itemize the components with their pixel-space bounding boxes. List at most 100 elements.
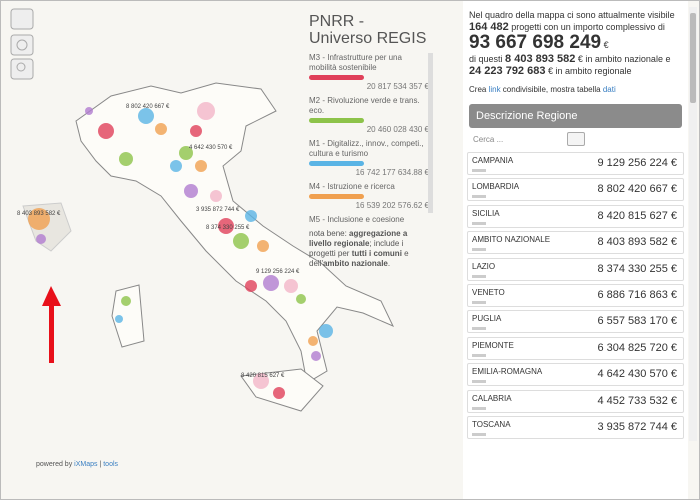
note-bold: ambito nazionale — [322, 259, 388, 268]
bubble[interactable] — [296, 294, 306, 304]
brand-link[interactable]: iXMaps — [74, 461, 98, 468]
scrollbar[interactable] — [689, 7, 697, 441]
legend-bar — [309, 194, 364, 199]
region-amount: 4 452 733 532 € — [597, 394, 677, 407]
gear-icon — [16, 39, 28, 51]
bubble[interactable] — [85, 107, 93, 115]
italy-mainland — [75, 82, 395, 384]
bubble-label: 9 129 256 224 € — [256, 269, 300, 275]
bubble[interactable] — [197, 102, 215, 120]
bubble[interactable] — [184, 184, 198, 198]
bubble[interactable] — [170, 160, 182, 172]
region-amount: 4 642 430 570 € — [597, 368, 677, 381]
legend-scrollbar[interactable] — [428, 53, 433, 213]
bubble-label: 3 935 872 744 € — [196, 207, 240, 213]
bubble[interactable] — [311, 351, 321, 361]
bubble[interactable] — [253, 373, 269, 389]
table-row[interactable]: AMBITO NAZIONALE 8 403 893 582 € — [467, 231, 684, 255]
region-name: EMILIA-ROMAGNA — [472, 367, 543, 377]
legend-item: M3 - Infrastrutture per una mobilità sos… — [309, 53, 429, 92]
tools-link[interactable]: tools — [103, 461, 119, 468]
table-row[interactable]: VENETO 6 886 716 863 € — [467, 283, 684, 307]
search-box[interactable]: Cerca ... — [469, 132, 682, 148]
table-rows: CAMPANIA 9 129 256 224 € LOMBARDIA 8 802 42… — [463, 152, 688, 439]
pan-button[interactable] — [10, 8, 34, 30]
regional-amount: 24 223 792 683 — [469, 65, 546, 77]
bubble[interactable] — [179, 146, 193, 160]
region-name: PUGLIA — [472, 314, 502, 324]
bubble[interactable] — [119, 152, 133, 166]
bubble[interactable] — [195, 160, 207, 172]
national-amount: 8 403 893 582 — [505, 53, 576, 65]
share-link[interactable]: link — [488, 85, 501, 94]
bubble[interactable] — [36, 234, 46, 244]
bubble[interactable] — [218, 218, 234, 234]
summary-text: Crea — [469, 85, 489, 94]
table-row[interactable]: CAMPANIA 9 129 256 224 € — [467, 152, 684, 175]
search-button[interactable] — [567, 132, 585, 146]
note-bold: tutti i comuni — [351, 249, 402, 258]
map: 8 802 420 667 € 4 642 430 570 € 3 935 87… — [10, 8, 395, 412]
bubble-label: 8 374 330 255 € — [206, 225, 250, 231]
bubble[interactable] — [138, 108, 154, 124]
bubble[interactable] — [284, 279, 298, 293]
settings-button[interactable] — [10, 34, 34, 56]
table-header: Descrizione Regione — [469, 104, 682, 128]
region-bar — [472, 274, 486, 278]
region-amount: 6 886 716 863 € — [597, 288, 677, 301]
region-amount: 6 304 825 720 € — [597, 341, 677, 354]
bubble[interactable] — [28, 208, 50, 230]
bubble[interactable] — [257, 240, 269, 252]
table-row[interactable]: CALABRIA 4 452 733 532 € — [467, 389, 684, 413]
legend-bar — [309, 75, 364, 80]
red-arrow — [42, 286, 61, 363]
region-bar — [472, 327, 486, 331]
legend-bar — [309, 118, 364, 123]
region-bar — [472, 300, 486, 304]
region-amount: 8 403 893 582 € — [597, 236, 677, 249]
region-name: CAMPANIA — [472, 156, 514, 165]
region-bar — [472, 169, 486, 172]
bubble[interactable] — [121, 296, 131, 306]
table-row[interactable]: TOSCANA 3 935 872 744 € — [467, 415, 684, 439]
summary-text: di questi — [469, 54, 506, 64]
legend-label: M1 - Digitalizz., innov., competi., cult… — [309, 139, 424, 158]
region-amount: 8 420 815 627 € — [597, 209, 677, 222]
table-row[interactable]: LOMBARDIA 8 802 420 667 € — [467, 178, 684, 202]
region-name: PIEMONTE — [472, 340, 514, 350]
bubble[interactable] — [319, 324, 333, 338]
summary-text: € in ambito nazionale e — [575, 54, 671, 64]
summary: Nel quadro della mappa ci sono attualmen… — [463, 1, 688, 148]
bubble[interactable] — [210, 190, 222, 202]
summary-text: € in ambito regionale — [545, 66, 632, 76]
region-name: TOSCANA — [472, 419, 511, 429]
data-link[interactable]: dati — [602, 85, 616, 94]
search-button[interactable] — [10, 58, 34, 80]
note-text: e dell' — [309, 249, 409, 268]
table-row[interactable]: PIEMONTE 6 304 825 720 € — [467, 336, 684, 360]
bubble[interactable] — [190, 125, 202, 137]
bubble[interactable] — [263, 275, 279, 291]
bubble[interactable] — [233, 233, 249, 249]
bubble[interactable] — [245, 280, 257, 292]
table-row[interactable]: EMILIA-ROMAGNA 4 642 430 570 € — [467, 363, 684, 387]
region-name: CALABRIA — [472, 393, 512, 403]
bubble[interactable] — [98, 123, 114, 139]
region-bar — [472, 195, 486, 199]
bubble-labels: 8 802 420 667 € 4 642 430 570 € 3 935 87… — [17, 104, 300, 379]
table-row[interactable]: SICILIA 8 420 815 627 € — [467, 204, 684, 228]
region-amount: 3 935 872 744 € — [597, 420, 677, 433]
bubble[interactable] — [155, 123, 167, 135]
region-amount: 8 374 330 255 € — [597, 262, 677, 275]
bubble[interactable] — [245, 210, 257, 222]
table-row[interactable]: PUGLIA 6 557 583 170 € — [467, 310, 684, 334]
side-panel: Nel quadro della mappa ci sono attualmen… — [463, 1, 688, 499]
region-bar — [472, 248, 486, 252]
bubble[interactable] — [273, 387, 285, 399]
table-row[interactable]: LAZIO 8 374 330 255 € — [467, 257, 684, 281]
legend-label: M3 - Infrastrutture per una mobilità sos… — [309, 53, 402, 72]
bubble[interactable] — [115, 315, 123, 323]
bubble[interactable] — [308, 336, 318, 346]
scroll-thumb[interactable] — [690, 13, 696, 103]
